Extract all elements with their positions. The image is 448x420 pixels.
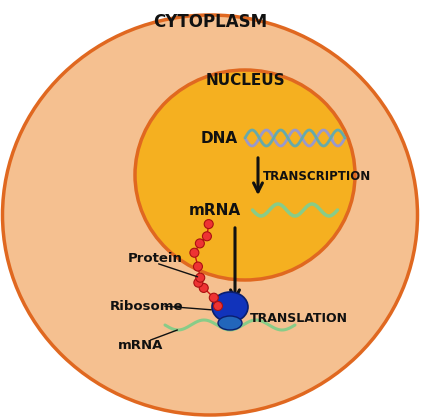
Circle shape xyxy=(196,273,205,282)
Circle shape xyxy=(195,239,204,248)
Ellipse shape xyxy=(212,292,248,322)
Circle shape xyxy=(194,278,203,287)
Text: TRANSLATION: TRANSLATION xyxy=(250,312,348,325)
Circle shape xyxy=(214,302,223,310)
Circle shape xyxy=(194,262,202,271)
Text: TRANSCRIPTION: TRANSCRIPTION xyxy=(263,170,371,183)
Circle shape xyxy=(190,248,199,257)
Circle shape xyxy=(209,293,218,302)
Ellipse shape xyxy=(135,70,355,280)
Text: DNA: DNA xyxy=(201,131,238,145)
Text: CYTOPLASM: CYTOPLASM xyxy=(153,13,267,31)
Text: mRNA: mRNA xyxy=(118,339,164,352)
Circle shape xyxy=(204,220,213,228)
Circle shape xyxy=(199,284,208,292)
Text: Protein: Protein xyxy=(128,252,183,265)
Text: mRNA: mRNA xyxy=(189,202,241,218)
Ellipse shape xyxy=(218,316,242,330)
Ellipse shape xyxy=(3,15,418,415)
Text: NUCLEUS: NUCLEUS xyxy=(205,73,285,87)
Circle shape xyxy=(202,232,211,241)
Text: Ribosome: Ribosome xyxy=(110,299,184,312)
